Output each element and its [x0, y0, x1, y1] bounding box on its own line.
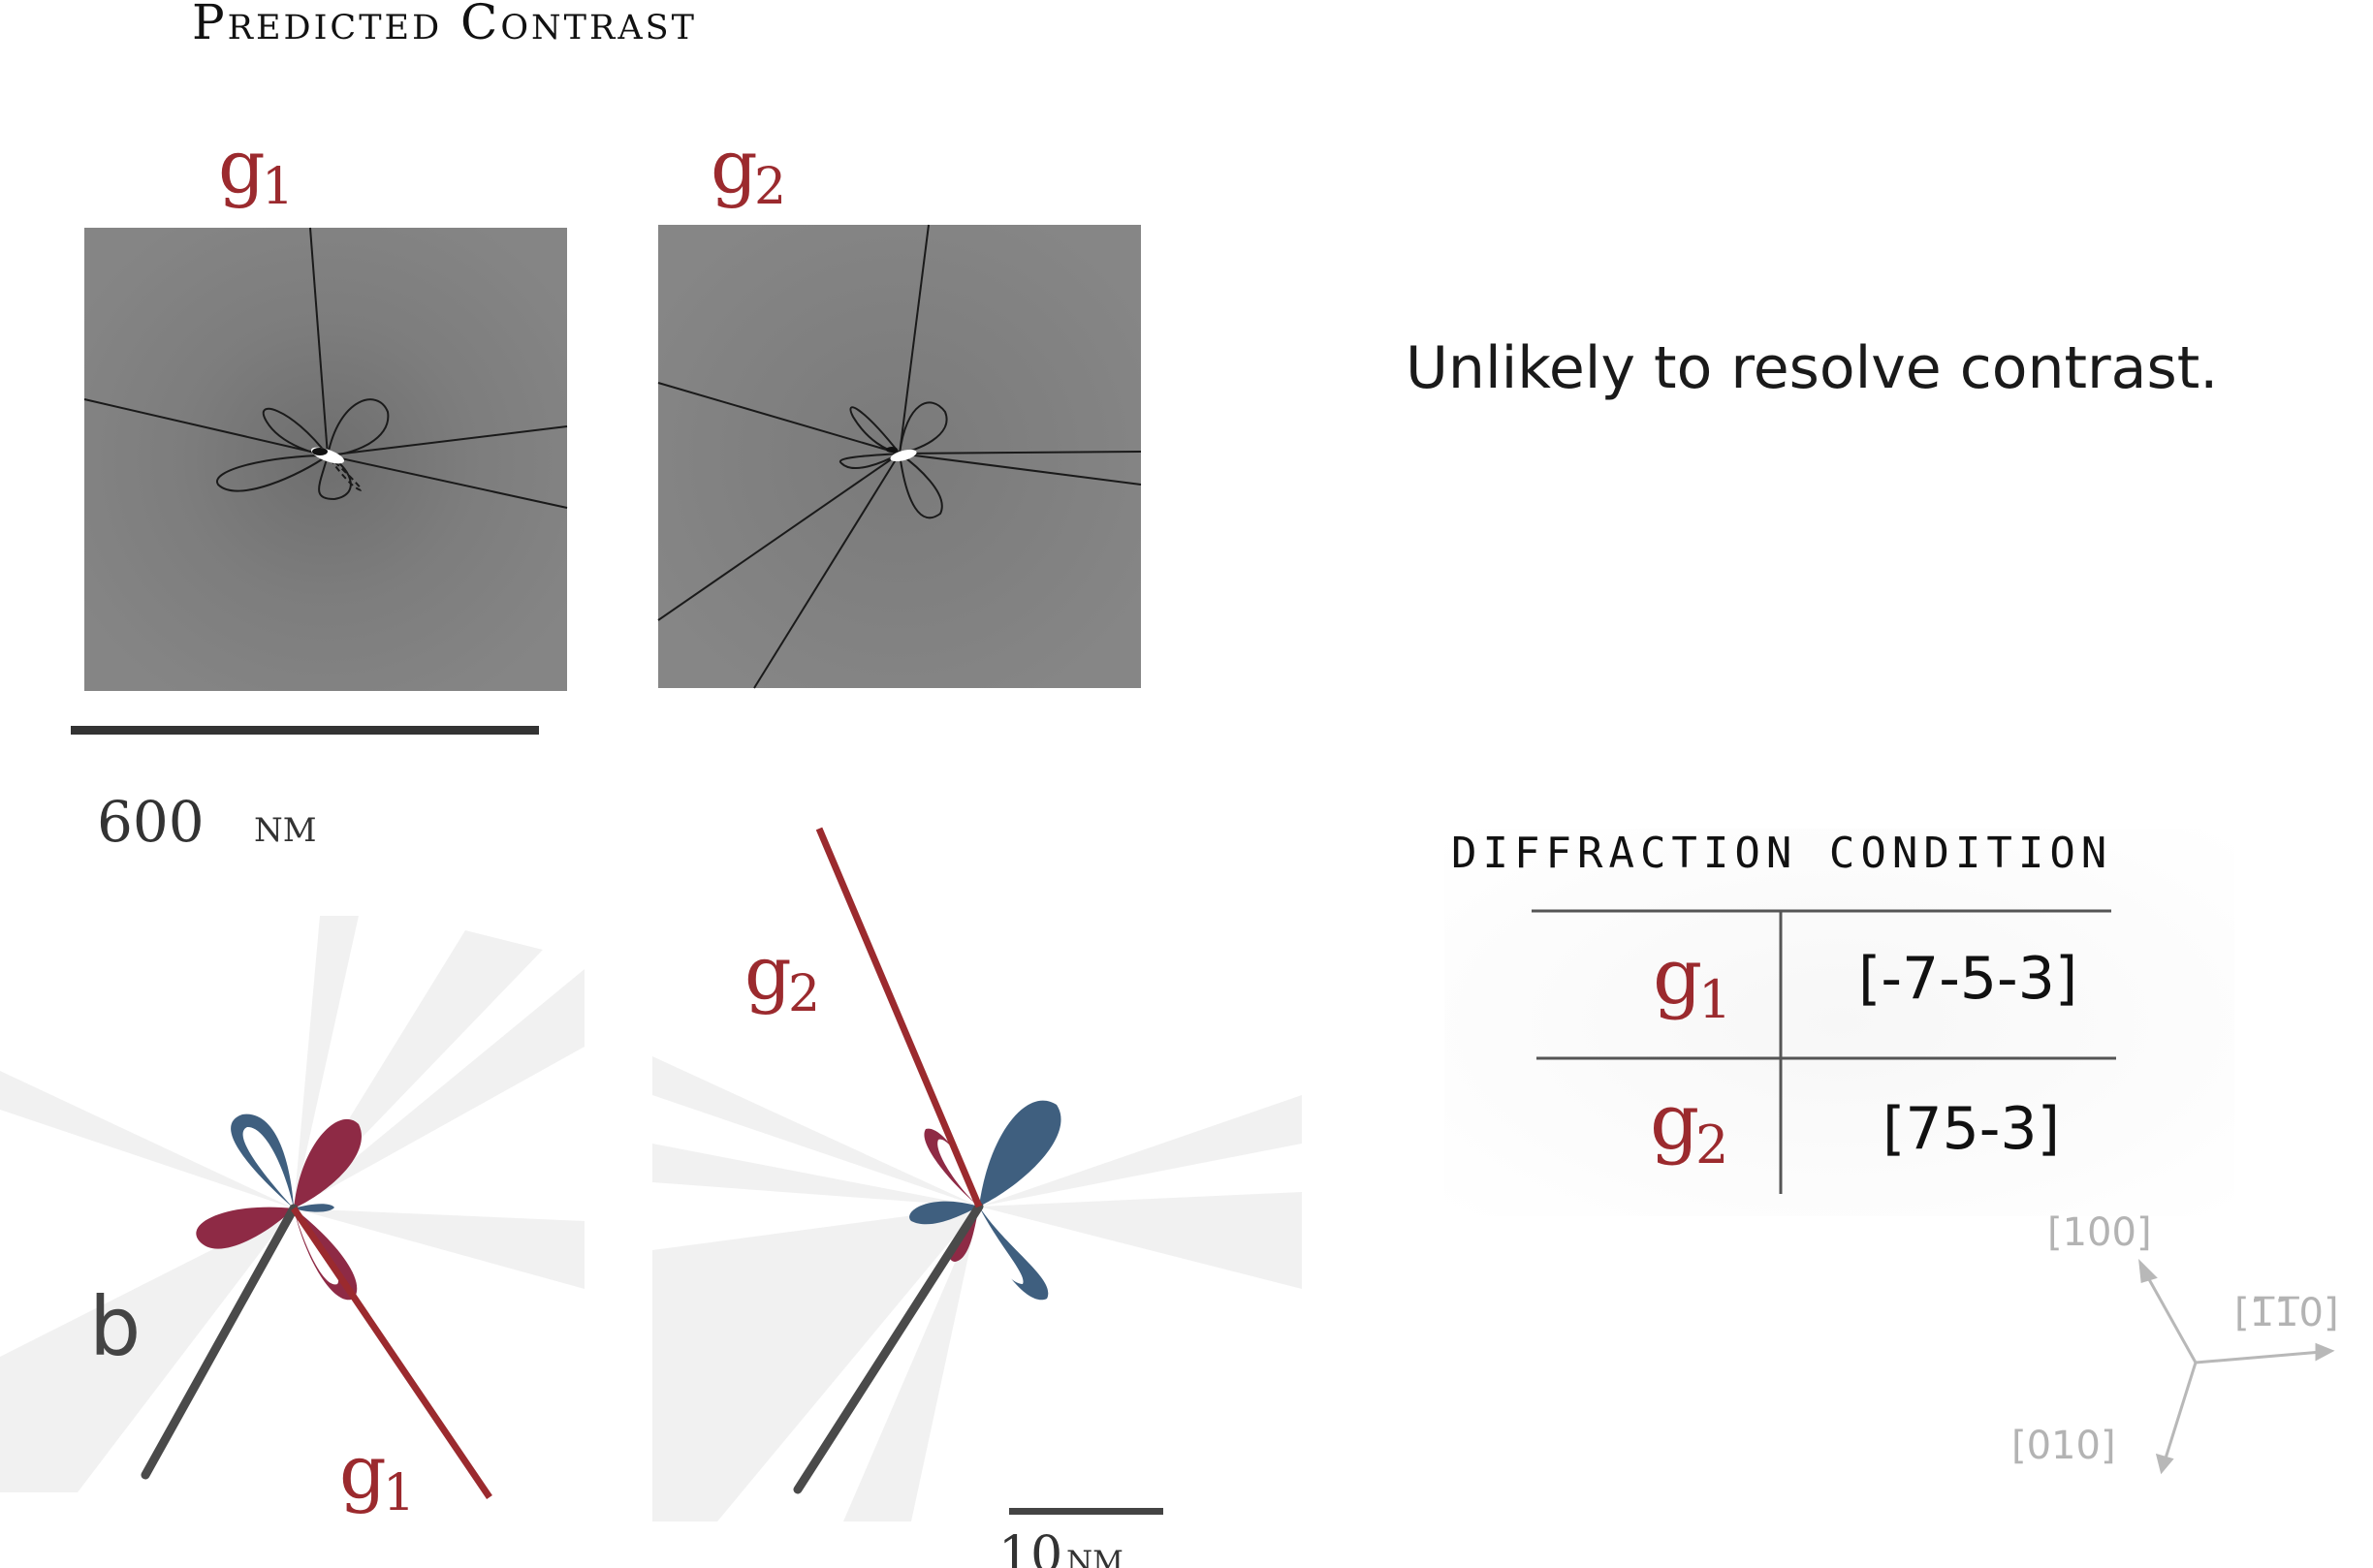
g2-bottom-letter: g	[744, 929, 792, 1016]
scale-10-unit: nm	[1066, 1533, 1123, 1568]
scale-10-value: 10	[998, 1526, 1062, 1568]
row2-letter: g	[1650, 1077, 1699, 1167]
diffraction-table: diffraction condition g 1 [-7-5-3] g 2 […	[1444, 829, 2234, 1216]
figure-title: Predicted Contrast	[192, 0, 697, 50]
contrast-image-g2	[657, 224, 1142, 689]
panel-label-g2: g 2	[711, 123, 786, 216]
table-row: g 2 [75-3]	[1650, 1077, 2060, 1176]
axis-label-100: [100]	[2047, 1210, 2152, 1255]
g2-bottom-index: 2	[788, 965, 820, 1023]
scale-bar-600nm: 600 nm	[71, 726, 539, 855]
axis-label-1-1-0: [1̅1̅0]	[2234, 1291, 2339, 1335]
g1-bottom-index: 1	[383, 1464, 415, 1522]
row2-value: [75-3]	[1883, 1095, 2060, 1163]
vector-label-g2-bottom: g 2	[744, 929, 820, 1023]
g1-letter: g	[218, 123, 266, 209]
resolution-message: Unlikely to resolve contrast.	[1406, 334, 2218, 402]
g1-bottom-letter: g	[339, 1428, 387, 1515]
g2-letter: g	[711, 123, 758, 209]
row1-letter: g	[1653, 931, 1702, 1021]
dislocation-render-g2	[652, 827, 1302, 1521]
vector-label-g1-bottom: g 1	[339, 1428, 415, 1522]
row1-value: [-7-5-3]	[1858, 945, 2077, 1013]
scale-bar-10nm: 10 nm	[998, 1508, 1163, 1568]
crystal-axes-triad: [100] [1̅1̅0] [010]	[2011, 1210, 2339, 1475]
table-row: g 1 [-7-5-3]	[1653, 931, 2077, 1030]
g1-index: 1	[262, 158, 294, 216]
burgers-vector-label: b	[89, 1279, 141, 1374]
scale-600-unit: nm	[254, 799, 317, 853]
axis-label-010: [010]	[2011, 1424, 2116, 1468]
row2-index: 2	[1695, 1114, 1728, 1176]
scale-600-value: 600	[97, 789, 205, 855]
dislocation-render-g1	[0, 916, 585, 1499]
g2-index: 2	[754, 158, 786, 216]
row1-index: 1	[1698, 969, 1731, 1030]
panel-label-g1: g 1	[218, 123, 294, 216]
diffraction-table-heading: diffraction condition	[1451, 829, 2112, 878]
contrast-image-g1	[83, 227, 568, 691]
